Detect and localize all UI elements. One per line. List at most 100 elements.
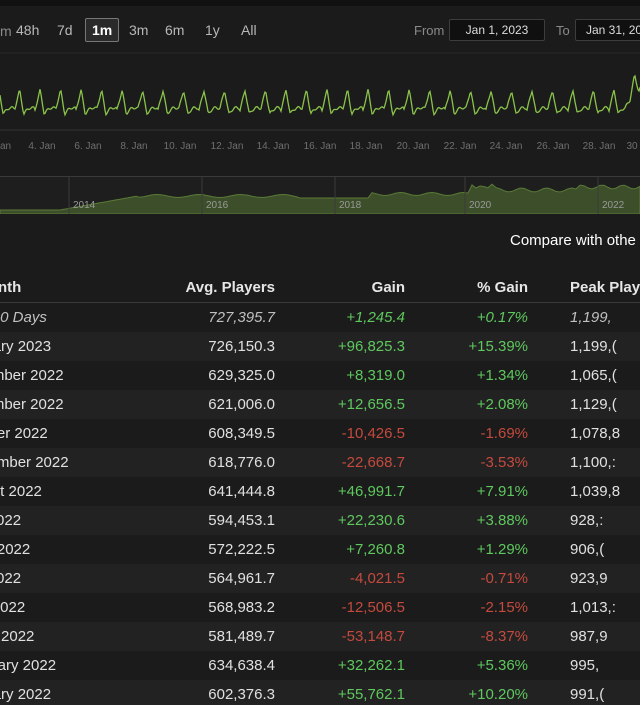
avg-players-cell: 634,638.4 — [208, 657, 275, 674]
navigator-year-label: 2014 — [73, 200, 96, 211]
month-cell: gust 2022 — [0, 483, 42, 500]
table-row: y 2022 564,961.7 -4,021.5 -0.71% 923,9 — [0, 564, 640, 593]
x-tick-label: 12. Jan — [211, 141, 244, 152]
peak-players-cell: 1,100,: — [570, 454, 616, 471]
month-cell: bruary 2022 — [0, 657, 57, 674]
to-date-input[interactable]: Jan 31, 2023 — [575, 19, 640, 41]
peak-players-header[interactable]: Peak Play — [570, 279, 640, 296]
table-row: nuary 2023 726,150.3 +96,825.3 +15.39% 1,199… — [0, 332, 640, 361]
month-cell: ptember 2022 — [0, 454, 69, 471]
x-tick-label: 4. Jan — [28, 141, 55, 152]
peak-players-cell: 1,078,8 — [570, 425, 621, 442]
zoom-all-button[interactable]: All — [241, 22, 257, 38]
zoom-6m-button[interactable]: 6m — [165, 22, 185, 38]
pct-gain-cell: +0.17% — [476, 309, 528, 326]
avg-players-cell: 608,349.5 — [208, 425, 275, 442]
x-tick-label: 10. Jan — [164, 141, 197, 152]
navigator-year-label: 2022 — [602, 200, 625, 211]
avg-players-header[interactable]: Avg. Players — [185, 279, 276, 296]
avg-players-cell: 572,222.5 — [208, 541, 275, 558]
x-tick-label: 6. Jan — [74, 141, 101, 152]
pct-gain-cell: +3.88% — [476, 512, 528, 529]
peak-players-cell: 928,: — [570, 512, 604, 529]
navigator-overview[interactable]: 2014 2016 2018 2020 2022 — [0, 176, 640, 214]
gain-cell: -22,668.7 — [341, 454, 405, 471]
pct-gain-cell: +15.39% — [468, 338, 528, 355]
peak-players-cell: 995, — [570, 657, 600, 674]
gain-cell: +46,991.7 — [337, 483, 405, 500]
month-cell: rch 2022 — [0, 628, 35, 645]
x-tick-label: 18. Jan — [350, 141, 383, 152]
pct-gain-cell: +5.36% — [476, 657, 528, 674]
avg-players-cell: 581,489.7 — [208, 628, 275, 645]
avg-players-cell: 568,983.2 — [208, 599, 275, 616]
navigator-area — [0, 183, 640, 214]
avg-players-cell: 618,776.0 — [208, 454, 275, 471]
zoom-48h-button[interactable]: 48h — [16, 22, 40, 38]
peak-players-cell: 1,065,( — [570, 367, 617, 384]
table-row: st 30 Days 727,395.7 +1,245.4 +0.17% 1,199, — [0, 303, 640, 332]
month-cell: nuary 2023 — [0, 338, 52, 355]
monthly-stats-table: nth Avg. Players Gain % Gain Peak Play s… — [0, 272, 640, 705]
zoom-7d-button[interactable]: 7d — [57, 22, 73, 38]
month-cell: y 2022 — [0, 512, 22, 529]
peak-players-cell: 1,039,8 — [570, 483, 621, 500]
player-chart[interactable]: an 4. Jan 6. Jan 8. Jan 10. Jan 12. Jan 14. Ja… — [0, 52, 640, 162]
player-series-line — [0, 74, 640, 117]
navigator-year-label: 2018 — [339, 200, 362, 211]
peak-players-cell: 987,9 — [570, 628, 608, 645]
peak-players-cell: 1,199,( — [570, 338, 617, 355]
gain-cell: -12,506.5 — [341, 599, 405, 616]
zoom-bar: m 48h 7d 1m 3m 6m 1y All From Jan 1, 202… — [0, 18, 640, 44]
avg-players-cell: 602,376.3 — [208, 686, 275, 703]
table-row: rch 2022 581,489.7 -53,148.7 -8.37% 987,9 — [0, 622, 640, 651]
x-axis-ticks: an 4. Jan 6. Jan 8. Jan 10. Jan 12. Jan 14. Ja… — [0, 141, 638, 152]
gain-cell: +32,262.1 — [337, 657, 405, 674]
from-date-input[interactable]: Jan 1, 2023 — [449, 19, 545, 41]
gain-header[interactable]: Gain — [371, 279, 405, 296]
zoom-3m-button[interactable]: 3m — [129, 22, 149, 38]
table-header-row: nth Avg. Players Gain % Gain Peak Play — [0, 272, 640, 303]
pct-gain-cell: -1.69% — [480, 425, 528, 442]
navigator-labels: 2014 2016 2018 2020 2022 — [73, 200, 625, 211]
from-label: From — [414, 23, 445, 38]
avg-players-cell: 641,444.8 — [208, 483, 275, 500]
pct-gain-cell: -8.37% — [480, 628, 528, 645]
gain-cell: +22,230.6 — [337, 512, 405, 529]
x-tick-label: 28. Jan — [583, 141, 616, 152]
gain-cell: -4,021.5 — [349, 570, 405, 587]
gain-cell: +12,656.5 — [337, 396, 405, 413]
pct-gain-header[interactable]: % Gain — [477, 279, 528, 296]
zoom-1m-button[interactable]: 1m — [85, 18, 120, 42]
table-row: ril 2022 568,983.2 -12,506.5 -2.15% 1,013,: — [0, 593, 640, 622]
month-cell: st 30 Days — [0, 309, 47, 326]
navigator-gridlines — [68, 176, 599, 214]
table-row: nuary 2022 602,376.3 +55,762.1 +10.20% 991,( — [0, 680, 640, 705]
peak-players-cell: 1,129,( — [570, 396, 617, 413]
x-tick-label: 14. Jan — [257, 141, 290, 152]
table-row: tober 2022 608,349.5 -10,426.5 -1.69% 1,078,… — [0, 419, 640, 448]
table-row: cember 2022 629,325.0 +8,319.0 +1.34% 1,065,… — [0, 361, 640, 390]
pct-gain-cell: -2.15% — [480, 599, 528, 616]
peak-players-cell: 991,( — [570, 686, 605, 703]
peak-players-cell: 1,013,: — [570, 599, 616, 616]
month-header[interactable]: nth — [0, 279, 22, 296]
gain-cell: -53,148.7 — [341, 628, 405, 645]
month-cell: ne 2022 — [0, 541, 31, 558]
x-tick-label: 8. Jan — [120, 141, 147, 152]
avg-players-cell: 564,961.7 — [208, 570, 275, 587]
x-tick-label: 16. Jan — [304, 141, 337, 152]
month-cell: vember 2022 — [0, 396, 64, 413]
navigator-year-label: 2016 — [206, 200, 229, 211]
month-cell: tober 2022 — [0, 425, 48, 442]
x-tick-label: an — [0, 141, 11, 152]
gain-cell: -10,426.5 — [341, 425, 405, 442]
compare-link[interactable]: Compare with othe — [510, 232, 636, 249]
navigator-year-label: 2020 — [469, 200, 492, 211]
table-row: bruary 2022 634,638.4 +32,262.1 +5.36% 995, — [0, 651, 640, 680]
zoom-1y-button[interactable]: 1y — [205, 22, 220, 38]
top-strip — [0, 0, 640, 6]
gain-cell: +96,825.3 — [337, 338, 405, 355]
x-tick-label: 30 — [626, 141, 638, 152]
pct-gain-cell: -0.71% — [480, 570, 528, 587]
